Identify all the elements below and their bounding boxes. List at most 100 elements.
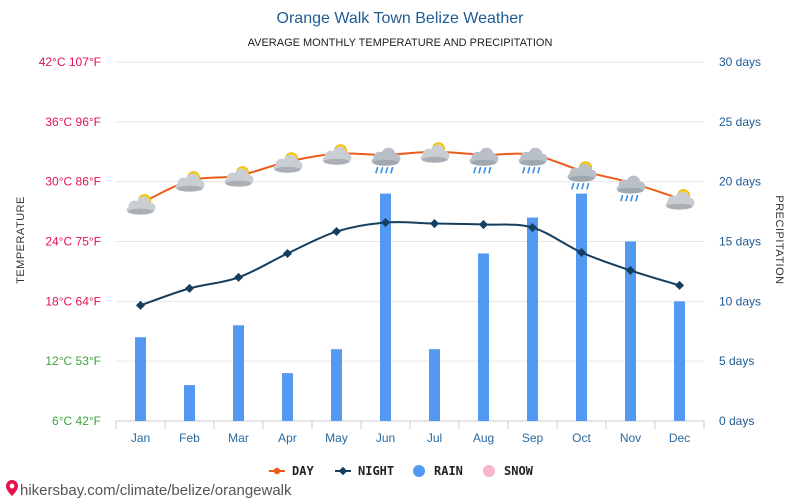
- right-tick-label: 5 days: [719, 354, 754, 368]
- raindrop: [630, 194, 634, 202]
- legend-item-rain: RAIN: [413, 464, 463, 478]
- x-tick-label: May: [325, 431, 348, 445]
- night-point: [331, 227, 342, 237]
- rain-bar: [429, 349, 440, 421]
- night-point: [233, 272, 244, 282]
- right-tick-label: 10 days: [719, 294, 761, 308]
- right-tick-label: 30 days: [719, 55, 761, 69]
- rain-bar: [625, 241, 636, 421]
- grid-lines: [116, 61, 704, 422]
- left-tick-label: 24°C 75°F: [45, 235, 101, 249]
- cloud-shade: [274, 166, 301, 173]
- rain-bar: [184, 385, 195, 421]
- legend-swatch-marker: [338, 466, 348, 476]
- raindrop: [532, 166, 536, 174]
- rain-cloud-icon: [469, 147, 499, 174]
- x-tick-label: Sep: [522, 431, 544, 445]
- chart-title: Orange Walk Town Belize Weather: [277, 10, 525, 27]
- legend-swatch-dot: [413, 465, 425, 477]
- night-point: [429, 219, 440, 229]
- x-tick-label: Aug: [473, 431, 494, 445]
- legend-item-day: DAY: [269, 464, 314, 478]
- raindrop: [576, 182, 580, 190]
- legend-swatch-marker: [273, 467, 281, 475]
- day-line: [140, 150, 680, 205]
- raindrop: [527, 166, 531, 174]
- cloud-shade: [617, 187, 644, 194]
- sun-cloud-icon: [273, 152, 303, 173]
- sun-rain-cloud-icon: [567, 161, 597, 190]
- rain-bar: [380, 193, 391, 421]
- x-tick-label: Oct: [572, 431, 591, 445]
- cloud-shade: [421, 156, 448, 163]
- night-point: [478, 220, 489, 230]
- legend-swatch-dot: [483, 465, 495, 477]
- x-tick-label: Dec: [669, 431, 690, 445]
- rain-cloud-icon: [616, 175, 646, 202]
- raindrop: [620, 194, 624, 202]
- rain-bar: [576, 193, 587, 421]
- sun-cloud-icon: [126, 194, 156, 215]
- source-link[interactable]: hikersbay.com/climate/belize/orangewalk: [6, 480, 292, 499]
- night-point: [135, 300, 146, 310]
- chart-subtitle: AVERAGE MONTHLY TEMPERATURE AND PRECIPIT…: [248, 37, 553, 49]
- left-tick-label: 12°C 53°F: [45, 354, 101, 368]
- x-tick-label: Jul: [427, 431, 442, 445]
- cloud-shade: [519, 159, 546, 166]
- night-point: [184, 283, 195, 293]
- x-tick-label: Jan: [131, 431, 150, 445]
- right-tick-label: 20 days: [719, 175, 761, 189]
- night-point: [674, 280, 685, 290]
- cloud-shade: [323, 158, 350, 165]
- x-tick-label: Jun: [376, 431, 395, 445]
- raindrop: [478, 166, 482, 174]
- map-pin-icon: [6, 480, 18, 496]
- raindrop: [581, 182, 585, 190]
- left-tick-label: 18°C 64°F: [45, 294, 101, 308]
- right-tick-label: 25 days: [719, 115, 761, 129]
- right-tick-label: 15 days: [719, 235, 761, 249]
- left-axis-ticks: 42°C 107°F 36°C 96°F 30°C 86°F 24°C 75°F 18°…: [39, 55, 101, 428]
- left-axis-title: TEMPERATURE: [15, 196, 27, 284]
- legend-label: SNOW: [504, 464, 534, 478]
- left-tick-label: 30°C 86°F: [45, 175, 101, 189]
- sun-cloud-icon: [665, 189, 695, 210]
- raindrop: [380, 166, 384, 174]
- sun-cloud-icon: [224, 166, 254, 187]
- raindrop: [385, 166, 389, 174]
- x-tick-label: Apr: [278, 431, 297, 445]
- raindrop: [537, 166, 541, 174]
- rain-cloud-icon: [518, 147, 548, 174]
- night-point: [625, 265, 636, 275]
- x-tick-label: Nov: [620, 431, 641, 445]
- cloud-shade: [372, 159, 399, 166]
- raindrop: [390, 166, 394, 174]
- raindrop: [375, 166, 379, 174]
- chart-legend: DAY NIGHT RAIN SNOW: [269, 464, 534, 478]
- left-tick-label: 36°C 96°F: [45, 115, 101, 129]
- rain-bar: [674, 301, 685, 421]
- legend-label: RAIN: [434, 464, 463, 478]
- legend-label: DAY: [292, 464, 314, 478]
- cloud-shade: [176, 185, 203, 192]
- raindrop: [473, 166, 477, 174]
- rain-bar: [135, 337, 146, 421]
- x-axis-ticks: Jan Feb Mar Apr May Jun Jul Aug Sep Oct Nov Dec: [115, 421, 705, 445]
- night-point: [282, 248, 293, 258]
- raindrop: [571, 182, 575, 190]
- rain-bar: [233, 325, 244, 421]
- raindrop: [488, 166, 492, 174]
- right-axis-ticks: 30 days 25 days 20 days 15 days 10 days 5 day…: [719, 55, 761, 428]
- legend-item-night: NIGHT: [335, 464, 394, 478]
- cloud-shade: [666, 203, 693, 210]
- cloud-shade: [470, 159, 497, 166]
- legend-item-snow: SNOW: [483, 464, 534, 478]
- rain-bars: [135, 193, 685, 421]
- cloud-shade: [568, 175, 595, 182]
- rain-bar: [282, 373, 293, 421]
- right-tick-label: 0 days: [719, 414, 754, 428]
- right-axis-title: PRECIPITATION: [773, 195, 785, 284]
- x-tick-label: Feb: [179, 431, 200, 445]
- raindrop: [586, 182, 590, 190]
